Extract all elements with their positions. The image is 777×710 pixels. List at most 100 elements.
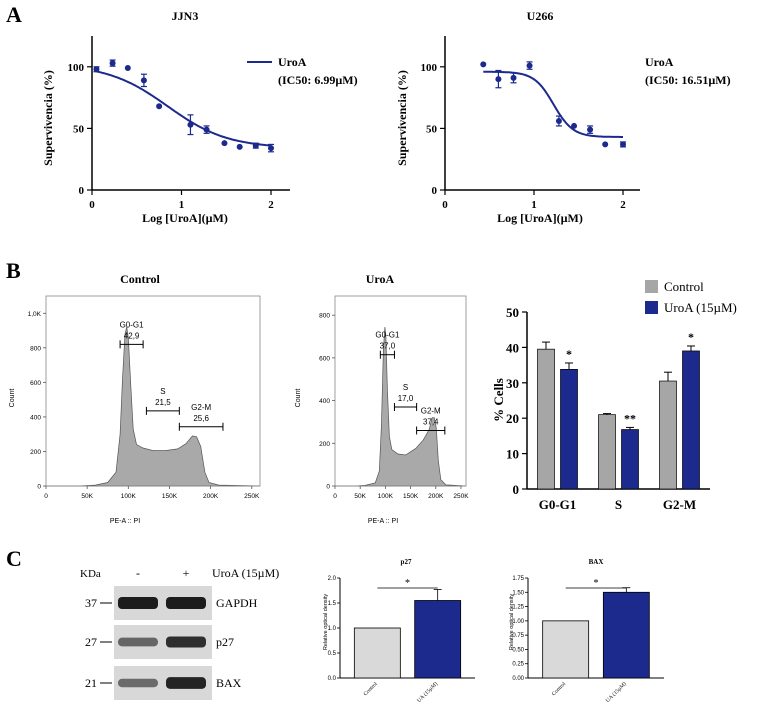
hist-control-gate-value: 42,9 xyxy=(124,331,140,340)
jjn3-title: JJN3 xyxy=(172,9,199,23)
hist-control-x-tick-label: 150K xyxy=(162,493,178,500)
u266-data-point xyxy=(587,126,594,133)
hist-control-gate-value: 25,6 xyxy=(193,414,209,423)
hist-control-y-tick-label: 200 xyxy=(30,449,41,456)
jjn3-data-point xyxy=(109,60,116,67)
cell-cycle-y-tick-label: 20 xyxy=(506,411,519,426)
hist-uroa-gate-value: 37,4 xyxy=(423,417,439,426)
cell-cycle-category-label: G0-G1 xyxy=(539,497,577,512)
u266-data-point xyxy=(510,74,517,81)
u266-data-point xyxy=(495,76,502,83)
hist-uroa-gate-name: G0-G1 xyxy=(375,331,400,340)
jjn3-y-label: Supervivencia (%) xyxy=(41,70,55,166)
bax-bars-y-tick-label: 0.50 xyxy=(512,647,524,653)
jjn3-data-point xyxy=(203,126,210,133)
p27-bars-category-label: UA (15µM) xyxy=(416,680,440,704)
panel-letter-b: B xyxy=(6,258,21,283)
control-hist-title: Control xyxy=(120,272,160,286)
blot-band xyxy=(166,677,206,689)
u266-fit-curve xyxy=(483,70,623,138)
p27-bars-bar xyxy=(414,600,462,679)
u266-legend-ic50: (IC50: 16.51µM) xyxy=(645,73,731,87)
blot-protein-label: GAPDH xyxy=(216,596,258,610)
jjn3-legend-ic50: (IC50: 6.99µM) xyxy=(278,73,358,87)
bax-bars-y-tick-label: 1.00 xyxy=(512,619,524,625)
blot-treatment-label: UroA (15µM) xyxy=(212,566,279,580)
u266-x-label: Log [UroA](µM) xyxy=(497,211,583,225)
jjn3-data-point xyxy=(221,140,228,147)
jjn3-x-tick-label: 2 xyxy=(268,199,274,211)
panel-letter-a: A xyxy=(6,2,22,27)
jjn3-fit-curve xyxy=(96,70,272,147)
blot-kda-label: KDa xyxy=(80,568,101,580)
bax-bars-category-label: UA (15µM) xyxy=(604,680,628,704)
hist-control-y-tick-label: 800 xyxy=(30,345,41,352)
p27-bars-category-label: Control xyxy=(363,681,379,697)
hist-control-x-tick-label: 200K xyxy=(203,493,219,500)
uroa-hist-title: UroA xyxy=(366,272,395,286)
jjn3-x-label: Log [UroA](µM) xyxy=(142,211,228,225)
u266-data-point xyxy=(480,61,487,68)
hist-control-y-tick-label: 400 xyxy=(30,414,41,421)
cell-cycle-bar-chart: % Cells Control UroA (15µM) 0 10 20 30 40 50 G… xyxy=(491,279,737,512)
hist-uroa-y-tick-label: 200 xyxy=(319,441,330,448)
hist-control-gate-value: 21,5 xyxy=(155,398,171,407)
uroa-hist-x-label: PE-A :: PI xyxy=(368,518,398,525)
hist-uroa-y-tick-label: 400 xyxy=(319,398,330,405)
cell-cycle-bar xyxy=(682,350,700,490)
hist-control-histogram-area xyxy=(46,327,261,487)
jjn3-y-tick-label: 0 xyxy=(79,185,85,197)
p27-y-label: Relative optical density xyxy=(323,594,329,651)
jjn3-legend-label: UroA xyxy=(278,55,307,69)
hist-uroa-x-tick-label: 150K xyxy=(403,493,419,500)
p27-bars-y-tick-label: 0.5 xyxy=(328,651,337,657)
hist-uroa-x-tick-label: 250K xyxy=(453,493,469,500)
u266-x-tick-label: 1 xyxy=(531,199,537,211)
bax-bars-y-tick-label: 1.25 xyxy=(512,605,524,611)
hist-control-x-tick-label: 250K xyxy=(244,493,260,500)
hist-uroa-gate-name: G2-M xyxy=(421,406,441,415)
u266-y-tick-label: 50 xyxy=(426,123,438,135)
hist-control-x-tick-label: 50K xyxy=(81,493,93,500)
western-blot: KDa - + UroA (15µM) 37 GAPDH 27 p27 21 BAX xyxy=(80,566,279,700)
control-hist-y-label: Count xyxy=(9,389,16,408)
hist-control-x-tick-label: 0 xyxy=(44,493,48,500)
p27-chart-title: p27 xyxy=(401,558,412,566)
cell-cycle-bar xyxy=(598,414,616,490)
cell-cycle-bar xyxy=(537,348,555,490)
hist-uroa-plot-frame xyxy=(334,295,467,487)
cell-cycle-y-label: % Cells xyxy=(491,378,506,422)
cell-cycle-category-label: S xyxy=(615,497,622,512)
legend-swatch-uroa xyxy=(645,301,658,314)
hist-uroa-y-tick-label: 600 xyxy=(319,355,330,362)
bax-y-label: Relative optical density xyxy=(509,594,515,651)
jjn3-x-tick-label: 1 xyxy=(179,199,185,211)
cell-cycle-y-tick-label: 30 xyxy=(506,376,519,391)
hist-control-x-tick-label: 100K xyxy=(121,493,137,500)
u266-data-point xyxy=(555,118,562,125)
legend-swatch-control xyxy=(645,280,658,293)
cell-cycle-bar xyxy=(659,380,677,490)
bax-bars-bar xyxy=(542,620,590,679)
legend-label-uroa: UroA (15µM) xyxy=(664,300,737,315)
control-histogram: Control PE-A :: PI Count 0 200 400 600 800 1,… xyxy=(9,272,261,525)
hist-uroa-gate-value: 37,0 xyxy=(380,342,396,351)
u266-y-label: Supervivencia (%) xyxy=(395,70,409,166)
bax-bars-y-tick-label: 1.75 xyxy=(512,576,524,582)
blot-kda-value: 21 xyxy=(85,676,97,690)
hist-control-plot-frame xyxy=(45,295,261,487)
u266-x-tick-label: 0 xyxy=(442,199,448,211)
hist-uroa-x-tick-label: 200K xyxy=(428,493,444,500)
u266-dose-response-chart: U266 Log [UroA](µM) Supervivencia (%) Ur… xyxy=(395,9,731,225)
jjn3-data-point xyxy=(93,66,100,73)
p27-bar-chart: p27 Relative optical density 0.0 0.5 1.0 1.… xyxy=(323,558,475,704)
hist-control-gate-name: S xyxy=(160,387,165,396)
p27-bars-y-tick-label: 1.0 xyxy=(328,626,337,632)
blot-kda-value: 37 xyxy=(85,596,97,610)
p27-bars-y-tick-label: 1.5 xyxy=(328,601,337,607)
cell-cycle-significance: * xyxy=(688,330,694,344)
blot-band xyxy=(118,678,158,688)
u266-data-point xyxy=(526,62,533,69)
